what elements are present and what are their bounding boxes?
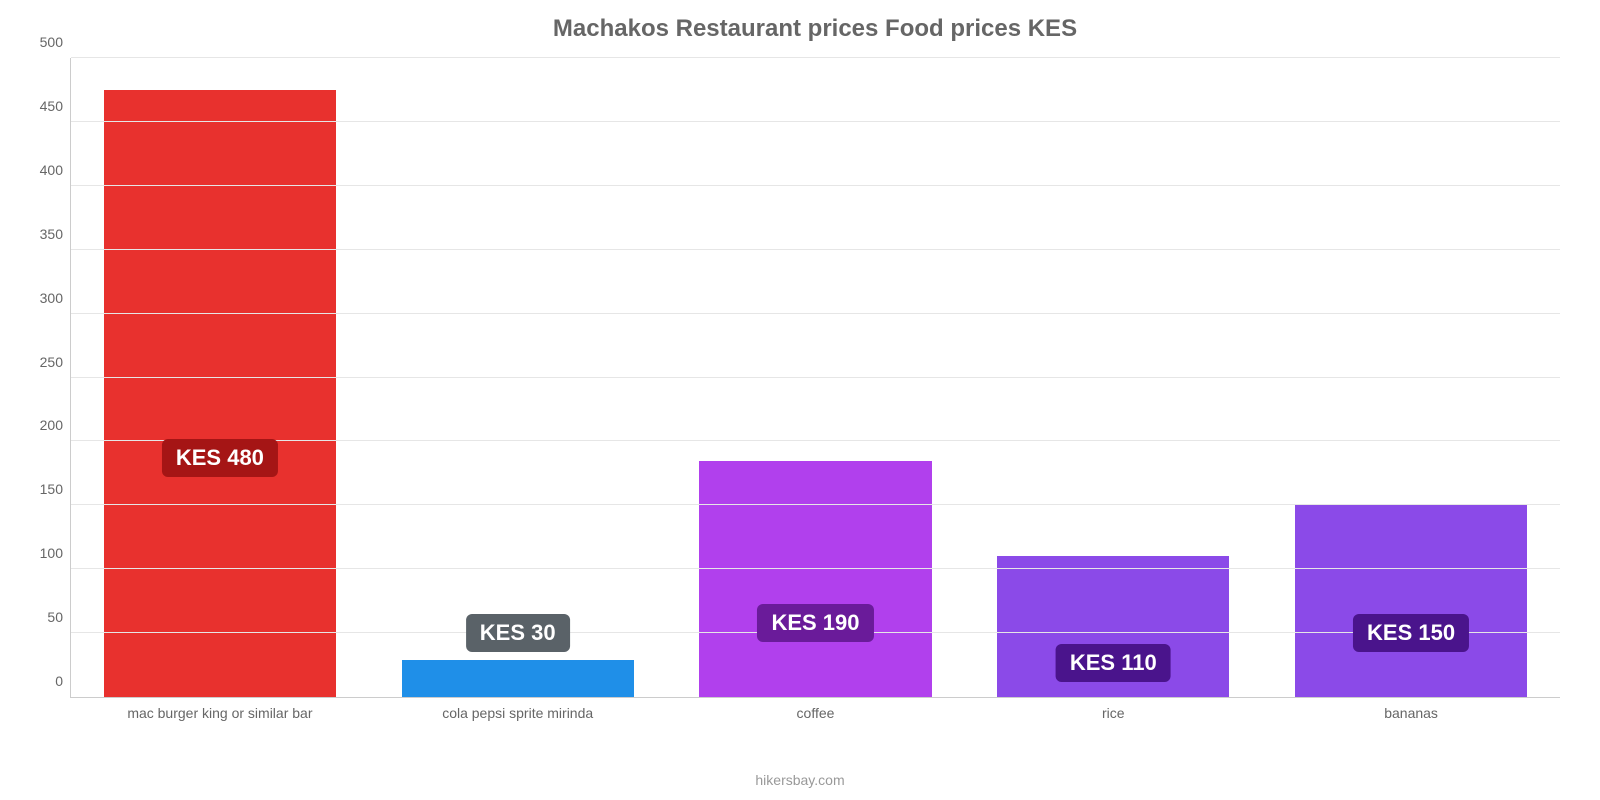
y-tick-label: 150 — [40, 481, 71, 497]
y-tick-label: 300 — [40, 290, 71, 306]
x-tick-label: bananas — [1262, 697, 1560, 721]
bars-layer: KES 480 KES 30 KES 190 KES 110 KES 150 — [71, 58, 1560, 697]
bar-slot: KES 190 — [667, 58, 965, 697]
plot-area: KES 480KES 30KES 190KES 110KES 150 mac b… — [70, 58, 1560, 698]
bar-value-label: KES 190 — [757, 604, 873, 642]
x-tick-label: cola pepsi sprite mirinda — [369, 697, 667, 721]
gridline — [71, 313, 1560, 314]
y-tick-label: 200 — [40, 417, 71, 433]
y-tick-label: 100 — [40, 545, 71, 561]
bar: KES 150 — [1295, 505, 1527, 697]
bar-slot: KES 110 — [964, 58, 1262, 697]
gridline — [71, 249, 1560, 250]
gridline — [71, 377, 1560, 378]
bar: KES 480 — [104, 90, 336, 697]
x-tick-label: mac burger king or similar bar — [71, 697, 369, 721]
x-axis: mac burger king or similar barcola pepsi… — [71, 697, 1560, 721]
chart-container: Machakos Restaurant prices Food prices K… — [0, 0, 1600, 800]
y-tick-label: 450 — [40, 98, 71, 114]
bar-slot: KES 480 — [71, 58, 369, 697]
y-tick-label: 50 — [47, 609, 71, 625]
bar: KES 30 — [402, 660, 634, 697]
bar: KES 110 — [997, 556, 1229, 697]
gridline — [71, 568, 1560, 569]
gridline — [71, 504, 1560, 505]
gridline — [71, 121, 1560, 122]
y-tick-label: 250 — [40, 354, 71, 370]
bar-slot: KES 150 — [1262, 58, 1560, 697]
y-tick-label: 400 — [40, 162, 71, 178]
attribution-text: hikersbay.com — [0, 772, 1600, 788]
bar-value-label: KES 480 — [162, 439, 278, 477]
bar-slot: KES 30 — [369, 58, 667, 697]
bar-value-label: KES 30 — [466, 614, 570, 652]
bar-value-label: KES 150 — [1353, 614, 1469, 652]
x-tick-label: rice — [964, 697, 1262, 721]
chart-title: Machakos Restaurant prices Food prices K… — [70, 15, 1560, 43]
gridline — [71, 185, 1560, 186]
y-tick-label: 0 — [55, 673, 71, 689]
y-tick-label: 350 — [40, 226, 71, 242]
x-tick-label: coffee — [667, 697, 965, 721]
bar: KES 190 — [699, 461, 931, 697]
gridline — [71, 440, 1560, 441]
bar-value-label: KES 110 — [1056, 644, 1171, 682]
gridline — [71, 57, 1560, 58]
y-tick-label: 500 — [40, 34, 71, 50]
